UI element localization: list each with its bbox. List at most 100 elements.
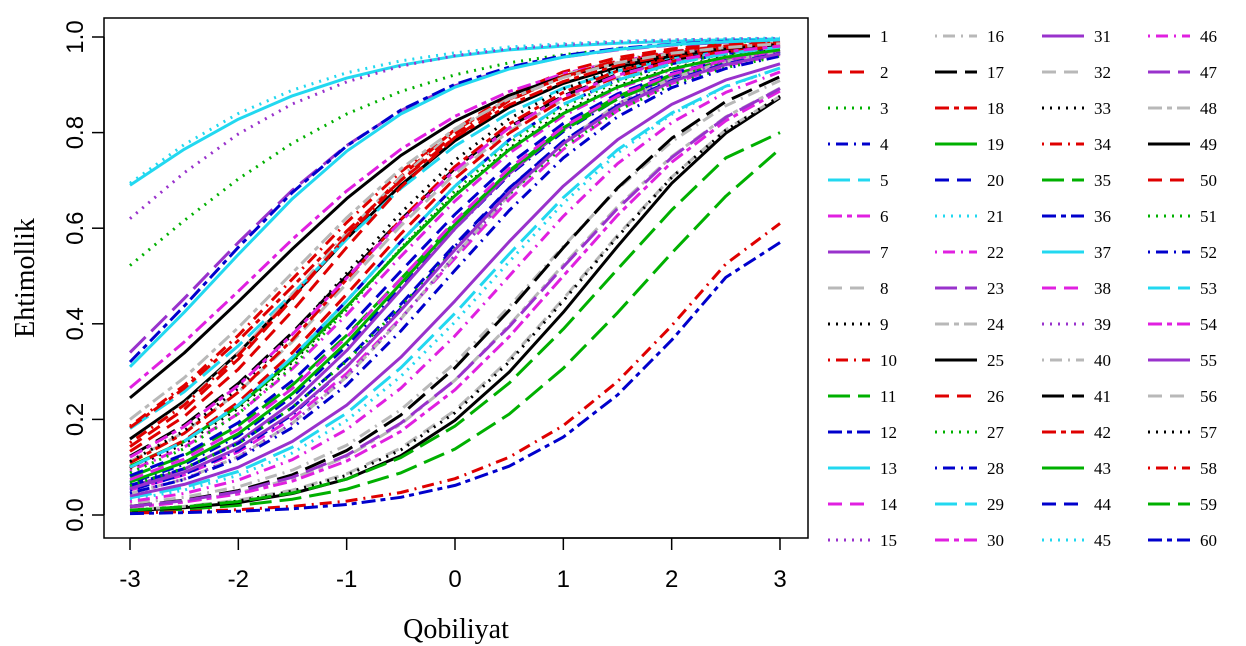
legend-entry-41: 41 (1042, 387, 1111, 406)
legend-entry-21: 21 (935, 207, 1004, 226)
legend-label: 47 (1200, 63, 1218, 82)
legend-entry-35: 35 (1042, 171, 1111, 190)
legend-label: 29 (987, 495, 1004, 514)
curves (128, 36, 781, 516)
legend-label: 5 (880, 171, 889, 190)
legend-entry-33: 33 (1042, 99, 1111, 118)
curve-item-36 (128, 38, 781, 364)
x-tick-label: -2 (228, 566, 249, 593)
legend-label: 52 (1200, 243, 1217, 262)
x-axis-title: Qobiliyat (403, 614, 509, 645)
legend-label: 4 (880, 135, 889, 154)
legend-label: 21 (987, 207, 1004, 226)
legend-entry-4: 4 (828, 135, 889, 154)
curve-item-54 (129, 44, 781, 459)
legend-label: 27 (987, 423, 1005, 442)
legend-entry-16: 16 (935, 27, 1004, 46)
legend-entry-51: 51 (1148, 207, 1217, 226)
legend-label: 37 (1094, 243, 1112, 262)
curve-item-2 (129, 39, 781, 448)
legend-label: 13 (880, 459, 897, 478)
legend-entry-15: 15 (828, 531, 897, 550)
legend-entry-8: 8 (828, 279, 889, 298)
legend-entry-27: 27 (935, 423, 1005, 442)
legend-label: 49 (1200, 135, 1217, 154)
legend-label: 33 (1094, 99, 1111, 118)
legend-entry-28: 28 (935, 459, 1004, 478)
legend-entry-59: 59 (1148, 495, 1217, 514)
legend-label: 43 (1094, 459, 1111, 478)
legend-label: 14 (880, 495, 898, 514)
legend-entry-58: 58 (1148, 459, 1217, 478)
curve-item-45 (129, 36, 781, 185)
legend-entry-49: 49 (1148, 135, 1217, 154)
legend-entry-18: 18 (935, 99, 1004, 118)
legend-label: 40 (1094, 351, 1111, 370)
legend-label: 53 (1200, 279, 1217, 298)
curve-item-30 (129, 89, 781, 509)
legend-label: 28 (987, 459, 1004, 478)
legend-entry-9: 9 (828, 315, 889, 334)
legend-label: 9 (880, 315, 889, 334)
legend-label: 3 (880, 99, 889, 118)
legend-label: 35 (1094, 171, 1111, 190)
legend-entry-13: 13 (828, 459, 897, 478)
legend-label: 10 (880, 351, 897, 370)
curve-item-35 (129, 147, 781, 514)
legend-entry-5: 5 (828, 171, 889, 190)
curve-item-46 (129, 70, 781, 504)
curve-item-15 (129, 36, 781, 220)
legend-label: 22 (987, 243, 1004, 262)
legend-entry-43: 43 (1042, 459, 1111, 478)
curve-item-29 (129, 66, 781, 500)
curve-item-53 (129, 45, 781, 469)
y-tick-label: 0.6 (62, 212, 89, 245)
legend-label: 7 (880, 243, 889, 262)
legend-label: 17 (987, 63, 1005, 82)
curve-item-59 (129, 131, 781, 512)
legend-entry-37: 37 (1042, 243, 1112, 262)
legend-label: 26 (987, 387, 1004, 406)
legend-label: 59 (1200, 495, 1217, 514)
curve-item-10 (129, 41, 781, 428)
legend-entry-3: 3 (828, 99, 889, 118)
legend-label: 55 (1200, 351, 1217, 370)
legend-entry-48: 48 (1148, 99, 1217, 118)
legend-label: 38 (1094, 279, 1111, 298)
legend-entry-45: 45 (1042, 531, 1111, 550)
legend-label: 58 (1200, 459, 1217, 478)
x-tick-label: 0 (448, 566, 461, 593)
curve-item-47 (129, 87, 781, 508)
legend-entry-52: 52 (1148, 243, 1217, 262)
legend-label: 50 (1200, 171, 1217, 190)
legend-entry-10: 10 (828, 351, 897, 370)
legend-entry-40: 40 (1042, 351, 1111, 370)
legend-label: 2 (880, 63, 889, 82)
legend-entry-6: 6 (828, 207, 889, 226)
legend-label: 15 (880, 531, 897, 550)
legend-label: 48 (1200, 99, 1217, 118)
plot-area (103, 17, 809, 539)
y-tick-label: 0.4 (62, 307, 89, 340)
legend-entry-2: 2 (828, 63, 889, 82)
curve-item-48 (129, 42, 781, 421)
legend: 1234567891011121314151617181920212223242… (828, 27, 1218, 550)
legend-label: 25 (987, 351, 1004, 370)
x-axis: -3 -2 -1 0 1 2 3 (119, 537, 787, 593)
legend-label: 41 (1094, 387, 1111, 406)
curve-item-52 (129, 54, 781, 495)
curve-item-14 (129, 53, 781, 492)
legend-label: 12 (880, 423, 897, 442)
x-tick-label: -1 (336, 566, 357, 593)
legend-label: 42 (1094, 423, 1111, 442)
curve-item-50 (129, 44, 781, 470)
y-tick-label: 0.8 (62, 116, 89, 149)
legend-label: 57 (1200, 423, 1218, 442)
legend-label: 23 (987, 279, 1004, 298)
legend-entry-36: 36 (1042, 207, 1111, 226)
y-axis-title: Ehtimollik (10, 218, 41, 338)
legend-entry-34: 34 (1042, 135, 1112, 154)
legend-label: 11 (880, 387, 896, 406)
legend-label: 60 (1200, 531, 1217, 550)
